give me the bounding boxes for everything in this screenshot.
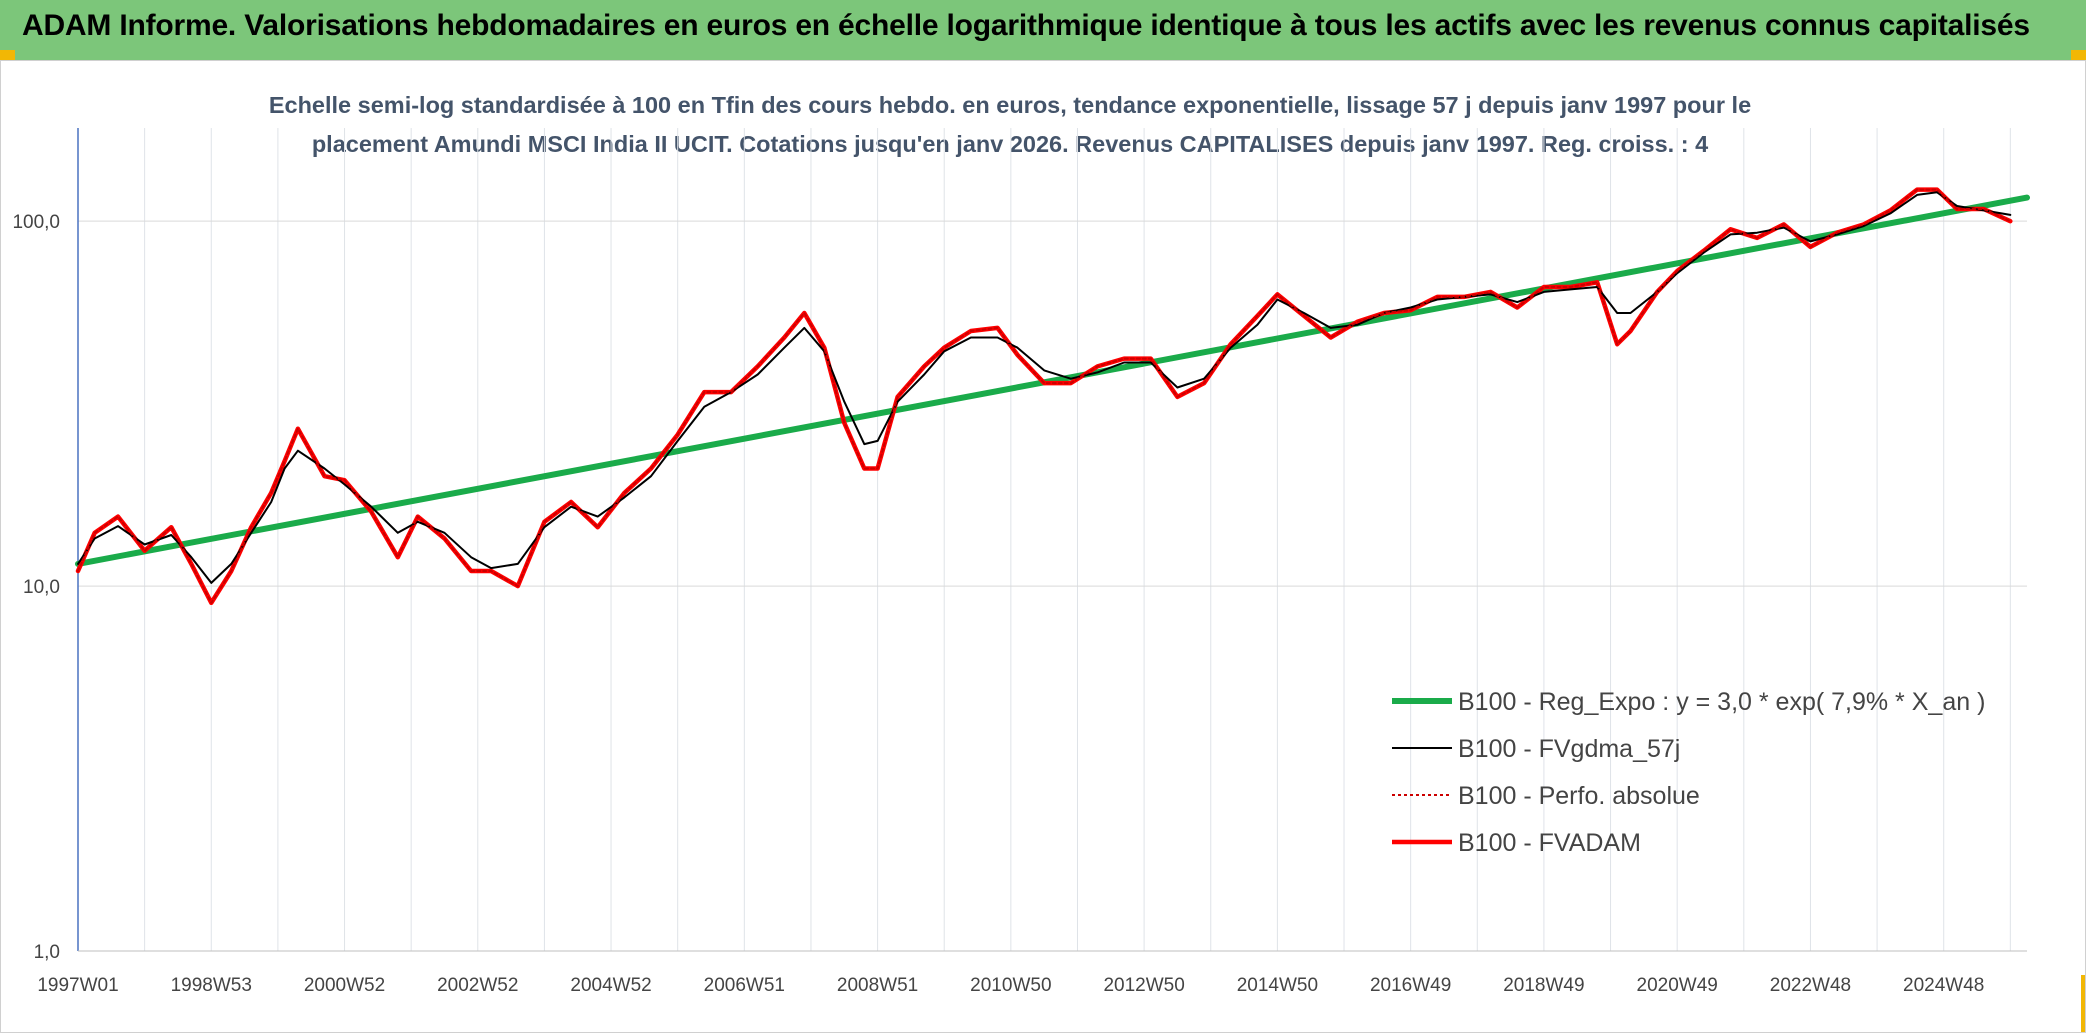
y-tick-label: 100,0	[12, 212, 60, 233]
series-line	[77, 188, 2012, 604]
legend-label: B100 - Reg_Expo : y = 3,0 * exp( 7,9% * …	[1458, 688, 1985, 716]
x-tick-label: 2006W51	[704, 975, 785, 996]
legend-label: B100 - Perfo. absolue	[1458, 782, 1700, 810]
corner-accent-left	[0, 50, 15, 60]
legend-label: B100 - FVgdma_57j	[1458, 735, 1680, 763]
page-title: ADAM Informe. Valorisations hebdomadaire…	[22, 9, 2030, 42]
x-tick-label: 2012W50	[1103, 975, 1184, 996]
y-tick-label: 1,0	[34, 942, 60, 963]
x-tick-label: 2016W49	[1370, 975, 1451, 996]
header-banner: ADAM Informe. Valorisations hebdomadaire…	[0, 0, 2086, 61]
x-tick-label: 2008W51	[837, 975, 918, 996]
x-tick-label: 1997W01	[37, 975, 118, 996]
x-tick-label: 2022W48	[1770, 975, 1851, 996]
y-tick-label: 10,0	[23, 577, 60, 598]
series-line	[75, 194, 2030, 567]
x-tick-label: 2024W48	[1903, 975, 1984, 996]
series-line	[77, 191, 2012, 584]
x-tick-label: 2004W52	[570, 975, 651, 996]
corner-accent-right	[2071, 50, 2086, 60]
x-tick-label: 2014W50	[1237, 975, 1318, 996]
x-tick-label: 2000W52	[304, 975, 385, 996]
x-tick-label: 2020W49	[1637, 975, 1718, 996]
x-tick-label: 2010W50	[970, 975, 1051, 996]
x-tick-label: 2018W49	[1503, 975, 1584, 996]
corner-accent-bottom-right	[2081, 975, 2086, 1033]
series-line	[75, 187, 2013, 606]
legend-label: B100 - FVADAM	[1458, 829, 1641, 857]
x-tick-label: 1998W53	[171, 975, 252, 996]
x-tick-label: 2002W52	[437, 975, 518, 996]
